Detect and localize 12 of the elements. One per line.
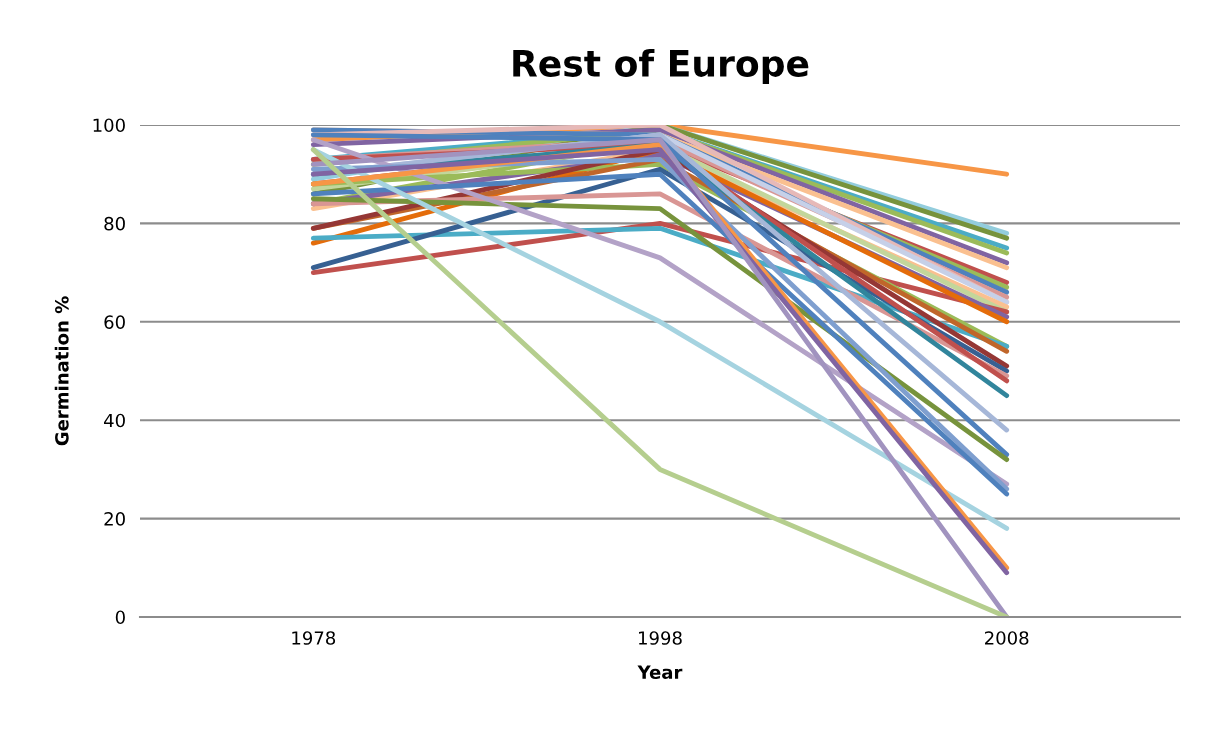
y-tick-label: 60 (104, 315, 125, 329)
y-tick-label: 80 (104, 216, 125, 231)
x-axis-title: Year (637, 665, 683, 680)
y-axis-title: Germination % (54, 296, 69, 446)
y-tick-label: 20 (104, 512, 125, 526)
y-tick-label: 100 (93, 118, 125, 133)
x-tick-label: 1998 (639, 631, 682, 645)
y-tick-label: 40 (104, 413, 125, 428)
x-tick-label: 2008 (985, 631, 1029, 645)
x-tick-label: 1978 (292, 631, 336, 645)
y-tick-label: 0 (115, 610, 125, 625)
chart-title: Rest of Europe (513, 48, 809, 84)
